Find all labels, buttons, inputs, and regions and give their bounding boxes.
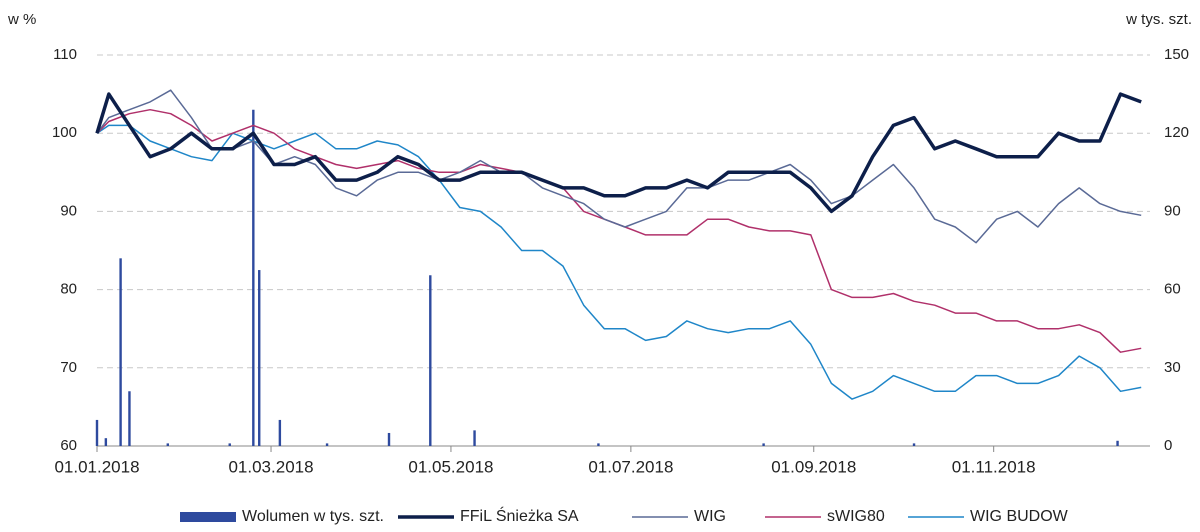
volume-bar [278, 419, 282, 446]
legend-label: WIG [694, 508, 726, 525]
x-tick-label: 01.07.2018 [588, 457, 673, 476]
x-tick-label: 01.11.2018 [952, 457, 1036, 476]
legend-label: Wolumen w tys. szt. [242, 508, 384, 525]
volume-bar [252, 109, 255, 447]
x-tick-label: 01.03.2018 [228, 457, 313, 476]
y-tick-label: 80 [60, 281, 77, 298]
volume-bar [325, 443, 329, 446]
x-tick-label: 01.05.2018 [408, 457, 493, 476]
legend-label: sWIG80 [827, 508, 885, 525]
series-line [96, 124, 1142, 400]
volume-bar [95, 419, 99, 446]
series-line [95, 92, 1142, 214]
series-line [96, 89, 1142, 244]
volume-bar [762, 443, 765, 446]
x-tick-label: 01.09.2018 [771, 457, 856, 476]
volume-bar [228, 443, 231, 446]
x-tick-label: 01.01.2018 [54, 457, 139, 476]
legend-swatch [180, 512, 236, 522]
y2-tick-label: 0 [1164, 437, 1172, 454]
volume-bar [473, 430, 476, 446]
legend-label: FFiL Śnieżka SA [460, 506, 579, 525]
y-axis-label: w % [7, 11, 36, 28]
y-tick-label: 100 [52, 124, 77, 141]
volume-bar [387, 432, 391, 446]
y2-tick-label: 60 [1164, 281, 1181, 298]
volume-bar [429, 275, 432, 446]
legend-label: WIG BUDOW [970, 508, 1069, 525]
volume-bar [912, 443, 916, 446]
volume-bar [597, 443, 600, 446]
y2-axis-label: w tys. szt. [1125, 11, 1192, 28]
y-tick-label: 110 [53, 46, 77, 63]
y2-tick-label: 90 [1164, 202, 1181, 219]
volume-bar [1116, 440, 1119, 446]
y2-tick-label: 150 [1164, 46, 1189, 63]
y-tick-label: 90 [60, 202, 77, 219]
volume-bar [166, 443, 169, 446]
volume-bar [128, 391, 131, 446]
y-tick-label: 60 [60, 437, 77, 454]
y-tick-label: 70 [60, 359, 77, 376]
volume-bar [258, 270, 261, 446]
y2-tick-label: 120 [1164, 124, 1189, 141]
volume-bar [104, 438, 108, 446]
y2-tick-label: 30 [1164, 359, 1181, 376]
volume-bar [119, 258, 122, 446]
